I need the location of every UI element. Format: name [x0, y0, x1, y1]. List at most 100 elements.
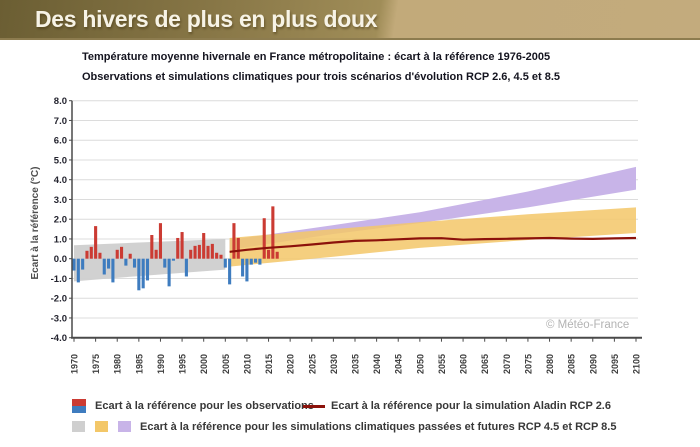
y-tick-label: 0.0 — [54, 254, 67, 265]
observation-bar-1978 — [107, 258, 111, 269]
observation-bar-1977 — [102, 258, 106, 275]
observation-bar-2008 — [236, 237, 240, 259]
legend-row-2: Ecart à la référence pour les simulation… — [0, 420, 700, 436]
y-tick-label: 4.0 — [54, 175, 67, 186]
legend-observations-label: Ecart à la référence pour les observatio… — [95, 400, 314, 412]
observation-bar-1991 — [163, 258, 167, 268]
observation-bar-1989 — [154, 249, 158, 259]
x-tick-label: 1970 — [70, 354, 80, 374]
y-tick-label: -4.0 — [51, 333, 67, 344]
simulation-line-swatch — [303, 405, 325, 408]
band-1 — [229, 166, 637, 250]
observation-bar-1974 — [89, 246, 93, 259]
observation-bar-1983 — [128, 253, 132, 259]
rcp85-band-swatch — [118, 421, 131, 432]
observation-bar-1976 — [98, 252, 102, 259]
observation-bar-1994 — [176, 237, 180, 259]
x-tick-label: 2055 — [437, 354, 447, 374]
x-tick-label: 2070 — [502, 354, 512, 374]
observation-bar-2004 — [219, 254, 223, 259]
x-tick-label: 2005 — [221, 354, 231, 374]
x-tick-label: 2025 — [307, 354, 317, 374]
observation-bar-1984 — [132, 258, 137, 268]
x-tick-label: 2015 — [264, 354, 274, 374]
rcp45-band-swatch — [95, 421, 108, 432]
y-tick-label: 3.0 — [54, 195, 67, 206]
observation-bar-2001 — [206, 245, 210, 259]
x-tick-label: 2090 — [588, 354, 598, 374]
x-tick-label: 2065 — [480, 354, 490, 374]
x-tick-label: 1980 — [113, 354, 123, 374]
x-tick-label: 2075 — [523, 354, 533, 374]
observation-bar-1985 — [137, 258, 141, 291]
observation-bar-1975 — [94, 226, 98, 259]
observation-bar-1996 — [184, 258, 188, 277]
observation-bar-1981 — [120, 246, 124, 259]
band-2 — [229, 207, 637, 267]
legend-simulation-label: Ecart à la référence pour la simulation … — [331, 400, 611, 412]
x-tick-label: 2050 — [415, 354, 425, 374]
observation-bar-2003 — [215, 252, 219, 259]
x-tick-label: 1995 — [178, 354, 188, 374]
observation-bar-1999 — [197, 244, 201, 259]
observation-bar-2010 — [245, 258, 249, 282]
observation-bar-1997 — [189, 249, 193, 259]
observation-bar-1982 — [124, 258, 128, 266]
y-tick-label: -3.0 — [51, 313, 67, 324]
observation-bar-1992 — [167, 258, 171, 287]
observation-bar-2002 — [210, 243, 214, 259]
x-tick-label: 2080 — [545, 354, 555, 374]
observation-bar-2007 — [232, 223, 236, 259]
x-tick-label: 1985 — [134, 354, 144, 374]
observation-bar-1986 — [141, 258, 145, 289]
observation-bar-2016 — [271, 206, 275, 259]
x-tick-label: 2095 — [610, 354, 620, 374]
observation-bar-1988 — [150, 235, 154, 259]
observation-bar-2013 — [258, 258, 262, 265]
y-tick-label: 8.0 — [54, 96, 67, 107]
negative-bar-swatch — [72, 406, 86, 413]
y-tick-label: 5.0 — [54, 155, 67, 166]
x-tick-label: 2030 — [329, 354, 339, 374]
legend-bands-label: Ecart à la référence pour les simulation… — [140, 421, 617, 433]
simulation-line-rcp26 — [229, 236, 637, 253]
y-tick-label: 2.0 — [54, 215, 67, 226]
x-tick-label: 2020 — [286, 354, 296, 374]
observations-swatch — [72, 399, 86, 413]
observation-bar-1979 — [111, 258, 115, 283]
x-tick-label: 2045 — [394, 354, 404, 374]
observation-bar-1990 — [158, 223, 163, 259]
observation-bar-1970 — [72, 258, 76, 271]
y-tick-label: -1.0 — [51, 274, 67, 285]
observation-bar-1993 — [171, 258, 175, 261]
observation-bar-2005 — [223, 258, 227, 268]
observation-bar-2006 — [228, 258, 232, 285]
legend-row-1: Ecart à la référence pour les observatio… — [0, 399, 700, 415]
watermark: © Météo-France — [546, 319, 630, 331]
observation-bar-1980 — [115, 249, 119, 259]
observation-bar-1971 — [76, 258, 80, 283]
observation-bar-2000 — [202, 233, 206, 259]
observation-bar-1973 — [85, 250, 89, 259]
positive-bar-swatch — [72, 399, 86, 406]
y-tick-label: 6.0 — [54, 136, 67, 147]
chart-title: Température moyenne hivernale en France … — [82, 51, 551, 63]
past-band-swatch — [72, 421, 85, 432]
x-tick-label: 2085 — [567, 354, 577, 374]
observation-bar-2015 — [266, 249, 271, 259]
x-tick-label: 1975 — [91, 354, 101, 374]
header-banner: Des hivers de plus en plus doux — [0, 0, 700, 40]
y-tick-label: 7.0 — [54, 116, 67, 127]
observation-bar-1972 — [81, 258, 85, 270]
observation-bar-2011 — [249, 258, 253, 265]
observation-bar-1998 — [193, 245, 197, 259]
observation-bar-1987 — [145, 258, 150, 281]
y-tick-label: 1.0 — [54, 234, 67, 245]
x-tick-label: 2000 — [199, 354, 209, 374]
chart-subtitle: Observations et simulations climatiques … — [82, 71, 561, 83]
observation-bar-2017 — [275, 251, 279, 259]
observation-bar-2014 — [262, 218, 266, 259]
x-tick-label: 2100 — [632, 354, 642, 374]
